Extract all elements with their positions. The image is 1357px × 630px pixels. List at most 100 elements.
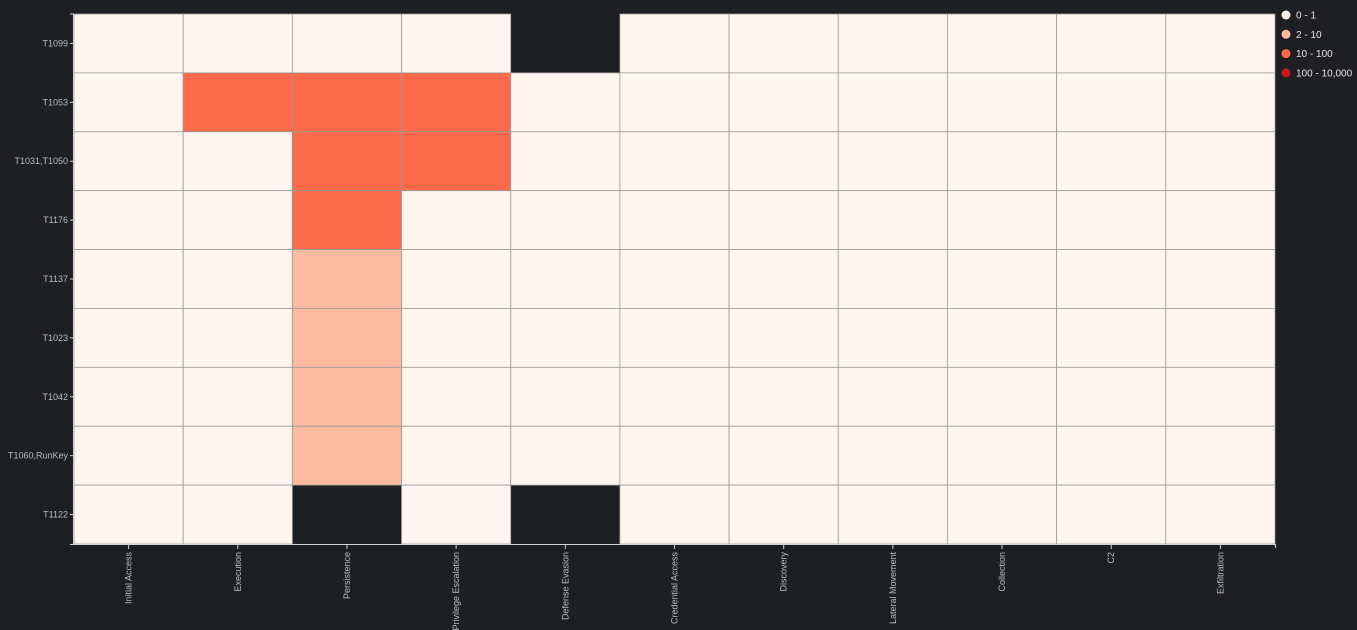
y-tick-label: T1023 xyxy=(42,333,68,343)
heatmap-cell xyxy=(947,13,1058,74)
y-tick-label: T1099 xyxy=(42,38,68,48)
x-tick-label: Initial Access xyxy=(124,552,134,605)
heatmap-cell xyxy=(291,308,402,368)
legend-label: 0 - 1 xyxy=(1296,11,1316,22)
legend-swatch xyxy=(1281,49,1291,59)
heatmap-cell xyxy=(1056,484,1167,545)
heatmap-cell xyxy=(947,425,1058,486)
heatmap-cell xyxy=(947,366,1058,427)
heatmap-cell xyxy=(73,72,184,133)
heatmap-cell xyxy=(182,425,293,486)
heatmap-cell xyxy=(1165,190,1276,250)
heatmap-cell xyxy=(619,131,730,192)
heatmap-cell xyxy=(947,484,1058,545)
heatmap-cell xyxy=(73,484,184,545)
heatmap-cell xyxy=(510,131,621,192)
heatmap-cell xyxy=(182,131,293,192)
heatmap-cell xyxy=(837,190,948,250)
heatmap-cell xyxy=(73,249,184,309)
heatmap-cells xyxy=(73,13,1276,545)
heatmap-cell xyxy=(73,366,184,427)
heatmap-cell xyxy=(1165,72,1276,133)
heatmap-cell xyxy=(1165,366,1276,427)
x-tick-label: Discovery xyxy=(779,552,789,592)
heatmap-cell xyxy=(73,190,184,250)
heatmap-cell xyxy=(947,249,1058,309)
heatmap-cell xyxy=(619,484,730,545)
heatmap-cell xyxy=(291,249,402,309)
heatmap-cell xyxy=(1165,308,1276,368)
heatmap-cell xyxy=(510,425,621,486)
legend-item: 100 - 10,000 xyxy=(1281,68,1353,79)
legend-label: 2 - 10 xyxy=(1296,30,1322,41)
heatmap-cell xyxy=(1165,425,1276,486)
y-tick-label: T1053 xyxy=(42,97,68,107)
heatmap-cell xyxy=(401,366,512,427)
heatmap-cell xyxy=(837,131,948,192)
heatmap-cell xyxy=(510,308,621,368)
y-tick-label: T1031,T1050 xyxy=(14,156,68,166)
heatmap-cell xyxy=(401,131,512,192)
heatmap-cell xyxy=(291,13,402,74)
heatmap-cell xyxy=(619,72,730,133)
heatmap-cell xyxy=(401,72,512,133)
heatmap-cell xyxy=(947,72,1058,133)
heatmap-cell xyxy=(619,366,730,427)
heatmap-cell xyxy=(291,131,402,192)
heatmap-cell xyxy=(1056,72,1167,133)
heatmap-cell xyxy=(728,249,839,309)
heatmap-cell xyxy=(619,308,730,368)
x-tick-label: Persistence xyxy=(342,552,352,599)
heatmap-cell xyxy=(619,249,730,309)
x-tick-label: Lateral Movement xyxy=(888,552,898,625)
y-tick-label: T1176 xyxy=(43,215,68,225)
heatmap-cell xyxy=(1056,308,1167,368)
legend-swatch xyxy=(1281,10,1291,20)
heatmap-cell xyxy=(728,72,839,133)
heatmap-cell xyxy=(728,308,839,368)
y-tick-label: T1060,RunKey xyxy=(8,451,69,461)
y-tick-label: T1122 xyxy=(43,510,68,520)
legend-label: 100 - 10,000 xyxy=(1296,68,1353,79)
heatmap-cell xyxy=(73,308,184,368)
heatmap-cell xyxy=(1056,425,1167,486)
heatmap-cell xyxy=(837,425,948,486)
heatmap-cell xyxy=(1056,190,1167,250)
heatmap-cell xyxy=(1056,249,1167,309)
heatmap-cell xyxy=(73,131,184,192)
heatmap-cell xyxy=(728,190,839,250)
legend-swatch xyxy=(1281,29,1291,39)
heatmap-cell xyxy=(401,425,512,486)
heatmap-cell xyxy=(182,249,293,309)
heatmap-cell xyxy=(619,13,730,74)
heatmap-cell xyxy=(401,13,512,74)
heatmap-cell xyxy=(1056,131,1167,192)
x-tick-label: Execution xyxy=(233,552,243,592)
heatmap-cell xyxy=(182,308,293,368)
heatmap-cell xyxy=(947,190,1058,250)
heatmap-cell xyxy=(510,249,621,309)
legend-item: 10 - 100 xyxy=(1281,49,1333,60)
heatmap-cell xyxy=(728,131,839,192)
x-tick-label: Privilege Escalation xyxy=(451,552,461,630)
heatmap-cell xyxy=(837,72,948,133)
y-axis-labels: T1099 T1053 T1031,T1050 T1176 T1137 T1023 T104… xyxy=(8,38,74,520)
heatmap-cell xyxy=(401,190,512,250)
heatmap-cell xyxy=(182,484,293,545)
heatmap-cell xyxy=(510,72,621,133)
x-axis-labels: Initial Access Execution Persistence Privil… xyxy=(124,544,1225,630)
heatmap-cell xyxy=(837,484,948,545)
heatmap-cell xyxy=(291,425,402,486)
legend-item: 2 - 10 xyxy=(1281,29,1322,41)
heatmap-cell xyxy=(619,425,730,486)
heatmap-cell xyxy=(401,249,512,309)
heatmap-cell xyxy=(401,484,512,545)
heatmap-cell xyxy=(837,13,948,74)
heatmap-cell xyxy=(182,13,293,74)
heatmap-cell xyxy=(837,249,948,309)
heatmap-cell xyxy=(182,366,293,427)
x-tick-label: Defense Evasion xyxy=(560,552,570,620)
legend-swatch xyxy=(1281,68,1291,78)
heatmap-cell xyxy=(1165,249,1276,309)
